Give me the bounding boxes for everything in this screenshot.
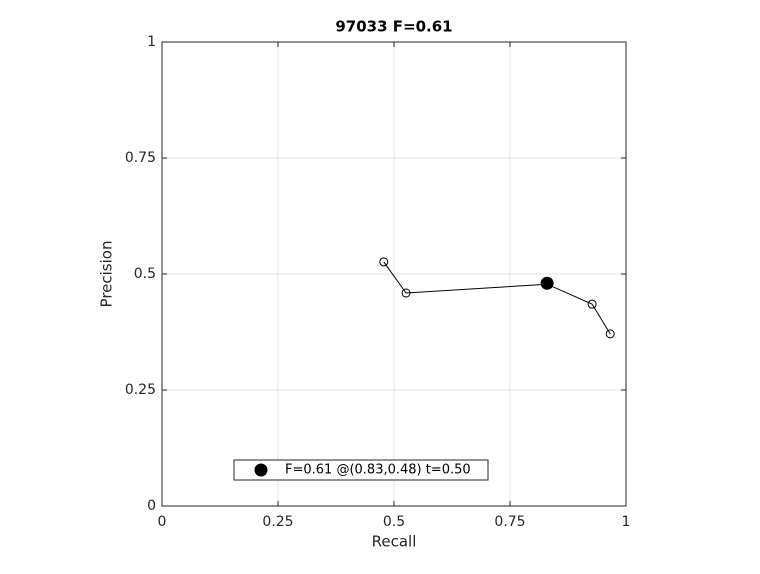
x-tick-label: 0 bbox=[158, 514, 167, 530]
y-tick-label: 0 bbox=[147, 498, 156, 514]
x-tick-label: 1 bbox=[622, 514, 631, 530]
point bbox=[379, 257, 389, 267]
x-tick-label: 0.5 bbox=[383, 514, 405, 530]
y-tick-label: 0.5 bbox=[134, 266, 156, 282]
y-axis-label: Precision bbox=[98, 241, 116, 308]
point bbox=[401, 288, 411, 298]
y-tick-label: 1 bbox=[147, 34, 156, 50]
best-point bbox=[540, 276, 554, 290]
x-tick-label: 0.25 bbox=[262, 514, 293, 530]
x-tick-label: 0.75 bbox=[494, 514, 525, 530]
point bbox=[587, 299, 597, 309]
y-tick-label: 0.25 bbox=[125, 382, 156, 398]
legend-marker bbox=[254, 463, 268, 477]
chart-title: 97033 F=0.61 bbox=[335, 18, 452, 36]
legend-label: F=0.61 @(0.83,0.48) t=0.50 bbox=[285, 463, 471, 478]
y-tick-label: 0.75 bbox=[125, 150, 156, 166]
legend-box bbox=[233, 459, 489, 481]
x-axis-label: Recall bbox=[372, 533, 417, 551]
point bbox=[605, 329, 615, 339]
plot-frame bbox=[161, 41, 627, 507]
